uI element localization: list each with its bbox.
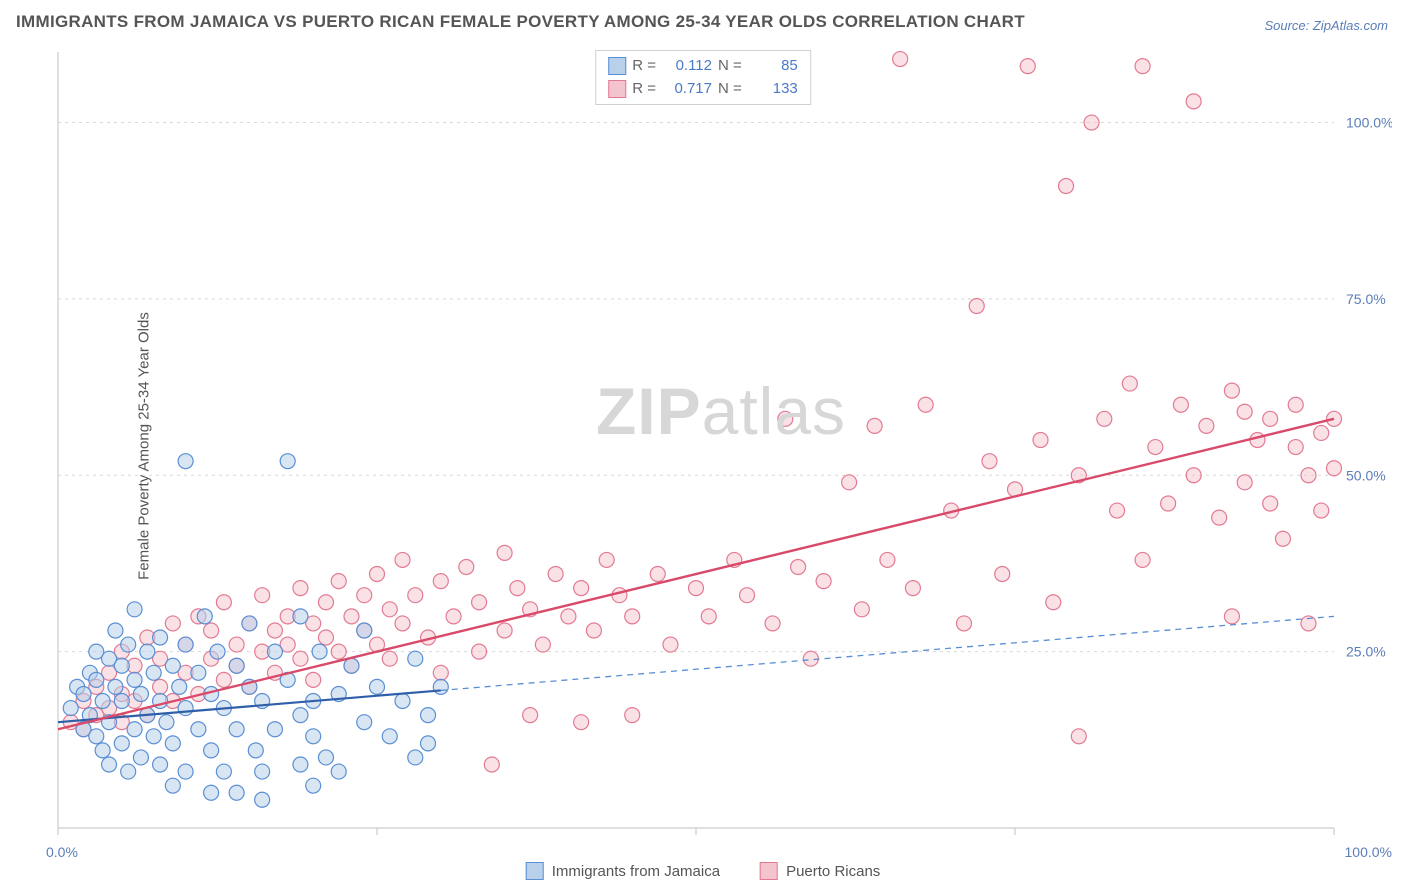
legend-swatch-icon xyxy=(526,862,544,880)
correlation-legend: R = 0.112 N = 85 R = 0.717 N = 133 xyxy=(595,50,811,105)
svg-text:100.0%: 100.0% xyxy=(1346,115,1392,131)
scatter-svg: 25.0% 50.0% 75.0% 100.0% xyxy=(50,48,1392,838)
n-value-puerto-rican: 133 xyxy=(750,78,798,101)
svg-text:75.0%: 75.0% xyxy=(1346,291,1386,307)
x-tick-max: 100.0% xyxy=(1345,844,1392,860)
legend-swatch-icon xyxy=(760,862,778,880)
n-label: N = xyxy=(718,55,742,78)
chart-title: IMMIGRANTS FROM JAMAICA VS PUERTO RICAN … xyxy=(16,12,1025,32)
legend-item-puerto-rican: Puerto Ricans xyxy=(760,862,880,880)
r-label: R = xyxy=(632,55,656,78)
legend-swatch-jamaica xyxy=(608,57,626,75)
series-legend: Immigrants from Jamaica Puerto Ricans xyxy=(526,862,881,880)
legend-label-puerto-rican: Puerto Ricans xyxy=(786,863,880,880)
legend-swatch-puerto-rican xyxy=(608,80,626,98)
source-label: Source: ZipAtlas.com xyxy=(1264,18,1388,33)
r-label: R = xyxy=(632,78,656,101)
n-value-jamaica: 85 xyxy=(750,55,798,78)
correlation-row-puerto-rican: R = 0.717 N = 133 xyxy=(608,78,798,101)
chart-plot-area: ZIPatlas 25.0%50.0%75.0%100.0% xyxy=(50,48,1392,838)
n-label: N = xyxy=(718,78,742,101)
r-value-jamaica: 0.112 xyxy=(664,55,712,78)
correlation-row-jamaica: R = 0.112 N = 85 xyxy=(608,55,798,78)
svg-text:50.0%: 50.0% xyxy=(1346,467,1386,483)
legend-label-jamaica: Immigrants from Jamaica xyxy=(552,863,720,880)
x-tick-min: 0.0% xyxy=(46,844,78,860)
legend-item-jamaica: Immigrants from Jamaica xyxy=(526,862,720,880)
r-value-puerto-rican: 0.717 xyxy=(664,78,712,101)
svg-text:25.0%: 25.0% xyxy=(1346,644,1386,660)
